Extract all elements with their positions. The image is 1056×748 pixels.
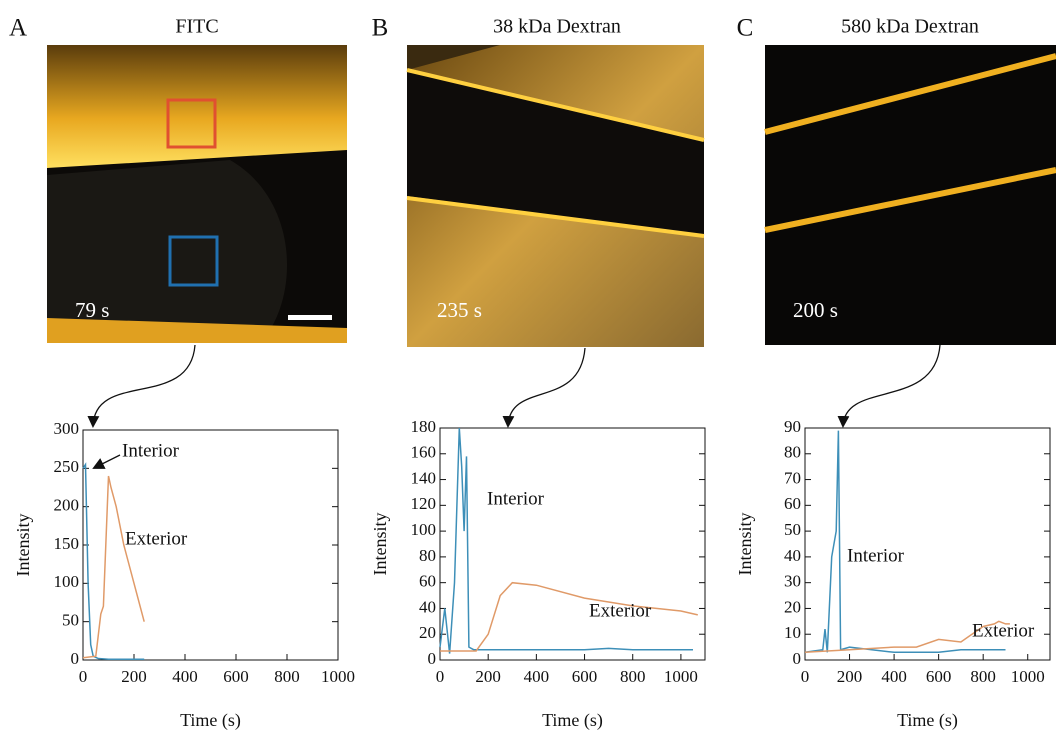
time-stamp: 235 s — [437, 298, 482, 322]
x-tick-label: 200 — [837, 667, 863, 686]
series-annotation: Interior — [487, 488, 545, 509]
series-annotation: Interior — [122, 440, 180, 461]
x-tick-label: 1000 — [664, 667, 698, 686]
panel-label: A — [9, 15, 27, 42]
series-line — [440, 428, 693, 654]
x-tick-label: 0 — [79, 667, 88, 686]
y-tick-label: 90 — [784, 417, 801, 436]
panel-title: 580 kDa Dextran — [841, 16, 979, 38]
x-tick-label: 800 — [274, 667, 300, 686]
y-tick-label: 200 — [54, 496, 80, 515]
y-tick-label: 80 — [419, 546, 436, 565]
x-tick-label: 0 — [436, 667, 445, 686]
plot-frame — [440, 428, 705, 660]
x-tick-label: 600 — [926, 667, 952, 686]
x-axis-label: Time (s) — [180, 710, 241, 731]
y-tick-label: 160 — [411, 443, 437, 462]
time-stamp: 200 s — [793, 298, 838, 322]
y-tick-label: 60 — [419, 572, 436, 591]
y-tick-label: 250 — [54, 457, 80, 476]
y-tick-label: 50 — [62, 611, 79, 630]
series-line — [83, 476, 144, 658]
y-tick-label: 80 — [784, 443, 801, 462]
panel-title: 38 kDa Dextran — [493, 16, 621, 38]
panel-label: B — [372, 15, 389, 42]
y-axis-label: Intensity — [370, 513, 390, 576]
y-tick-label: 20 — [419, 623, 436, 642]
y-tick-label: 300 — [54, 419, 80, 438]
x-tick-label: 1000 — [321, 667, 355, 686]
y-tick-label: 30 — [784, 572, 801, 591]
y-tick-label: 10 — [784, 623, 801, 642]
x-tick-label: 800 — [970, 667, 996, 686]
panel-title: FITC — [175, 16, 218, 38]
y-tick-label: 70 — [784, 468, 801, 487]
plot-frame — [83, 430, 338, 660]
y-tick-label: 0 — [793, 649, 802, 668]
y-tick-label: 150 — [54, 534, 80, 553]
time-stamp: 79 s — [75, 298, 109, 322]
x-tick-label: 400 — [881, 667, 907, 686]
y-tick-label: 20 — [784, 597, 801, 616]
connector-arrow — [93, 345, 195, 426]
series-line — [805, 431, 1006, 653]
y-axis-label: Intensity — [13, 514, 33, 577]
y-tick-label: 40 — [419, 597, 436, 616]
y-tick-label: 40 — [784, 546, 801, 565]
y-tick-label: 140 — [411, 468, 437, 487]
x-tick-label: 800 — [620, 667, 646, 686]
x-tick-label: 200 — [121, 667, 147, 686]
y-tick-label: 0 — [428, 649, 437, 668]
x-tick-label: 0 — [801, 667, 810, 686]
series-line — [440, 583, 698, 651]
series-annotation: Exterior — [972, 620, 1035, 641]
panel-label: C — [737, 15, 754, 42]
x-tick-label: 400 — [172, 667, 198, 686]
connector-arrow — [508, 348, 585, 426]
x-axis-label: Time (s) — [897, 710, 958, 731]
x-axis-label: Time (s) — [542, 710, 603, 731]
x-tick-label: 200 — [475, 667, 501, 686]
x-tick-label: 600 — [223, 667, 249, 686]
y-tick-label: 120 — [411, 494, 437, 513]
y-tick-label: 50 — [784, 520, 801, 539]
series-line — [83, 465, 144, 660]
x-tick-label: 400 — [524, 667, 550, 686]
figure: AFITC79 s0501001502002503000200400600800… — [0, 0, 1056, 748]
y-tick-label: 60 — [784, 494, 801, 513]
x-tick-label: 1000 — [1011, 667, 1045, 686]
connector-arrow — [843, 345, 940, 426]
y-tick-label: 0 — [71, 649, 80, 668]
series-annotation: Interior — [847, 545, 905, 566]
y-tick-label: 100 — [54, 572, 80, 591]
x-tick-label: 600 — [572, 667, 598, 686]
y-axis-label: Intensity — [735, 513, 755, 576]
annotation-arrow — [94, 455, 120, 468]
series-annotation: Exterior — [125, 528, 188, 549]
y-tick-label: 180 — [411, 417, 437, 436]
y-tick-label: 100 — [411, 520, 437, 539]
series-annotation: Exterior — [589, 600, 652, 621]
